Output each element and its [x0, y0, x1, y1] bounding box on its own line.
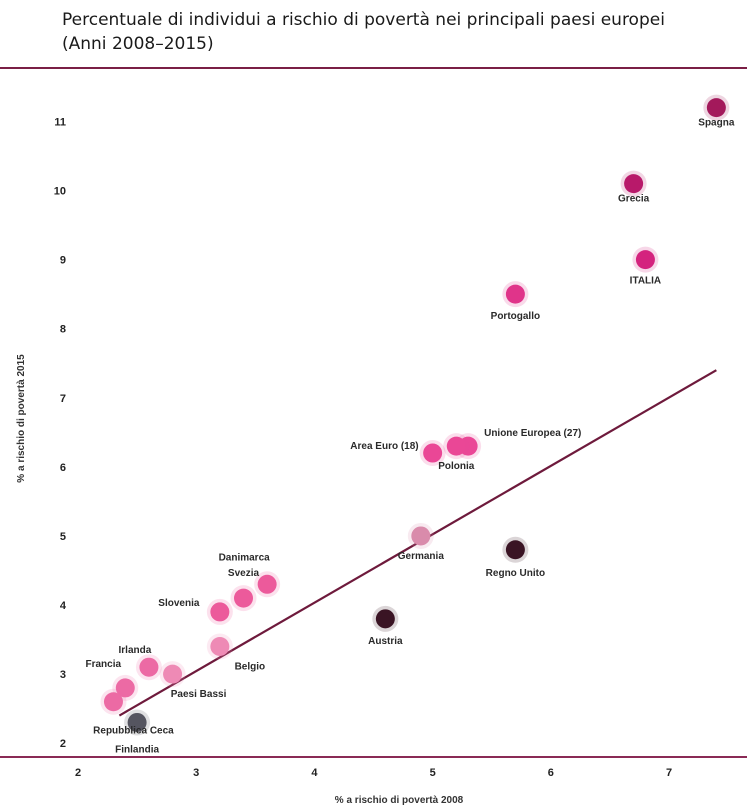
- data-point: [139, 657, 159, 677]
- chart-title-line1: Percentuale di individui a rischio di po…: [62, 10, 665, 30]
- y-tick-label: 8: [60, 324, 66, 336]
- data-point: [505, 284, 525, 304]
- point-labels-group: Spagna Grecia ITALIA Portogallo Area Euro (1…: [85, 118, 734, 756]
- point-label: Finlandia: [115, 744, 159, 755]
- y-tick-label: 10: [54, 186, 66, 198]
- data-point: [234, 588, 253, 608]
- point-label: ITALIA: [630, 276, 661, 287]
- chart-title-line2: (Anni 2008–2015): [62, 34, 214, 54]
- point-label: Grecia: [618, 194, 650, 205]
- data-point: [446, 436, 466, 456]
- data-point: [375, 609, 395, 629]
- y-tick-label: 4: [60, 600, 67, 612]
- y-tick-label: 9: [60, 255, 66, 267]
- x-tick-label: 4: [311, 767, 318, 779]
- point-label: Area Euro (18): [350, 441, 418, 452]
- point-label: Slovenia: [158, 598, 200, 609]
- point-label: Regno Unito: [486, 568, 545, 579]
- title-divider: [0, 67, 747, 69]
- point-label: Spagna: [698, 118, 735, 129]
- data-point: [706, 98, 726, 118]
- point-label: Danimarca: [219, 552, 271, 563]
- y-tick-label: 5: [60, 531, 66, 543]
- data-point: [210, 602, 230, 622]
- data-point: [257, 574, 277, 594]
- y-tick-label: 11: [54, 116, 66, 128]
- x-tick-label: 6: [548, 767, 554, 779]
- y-tick-label: 3: [60, 669, 66, 681]
- y-tick-label: 6: [60, 462, 66, 474]
- point-label: Austria: [368, 636, 403, 647]
- data-point: [210, 636, 230, 656]
- data-point: [127, 712, 147, 732]
- point-label: Irlanda: [119, 645, 152, 656]
- data-point: [505, 540, 525, 560]
- point-label: Repubblica Ceca: [93, 726, 174, 737]
- x-tick-label: 3: [193, 767, 199, 779]
- chart-title: Percentuale di individui a rischio di po…: [62, 8, 742, 56]
- points-group: [100, 94, 730, 736]
- x-tick-label: 5: [430, 767, 436, 779]
- point-label: Francia: [85, 659, 121, 670]
- point-label: Germania: [398, 551, 445, 562]
- axes: 2 3 4 5 6 7 2 3 4 5 6 7 8 9 10 11 % a rischio di povertà…: [0, 116, 747, 806]
- point-label: Polonia: [438, 461, 475, 472]
- point-label: Paesi Bassi: [171, 689, 227, 700]
- point-label: Belgio: [235, 661, 266, 672]
- x-tick-label: 2: [75, 767, 81, 779]
- data-point: [163, 664, 183, 684]
- y-tick-label: 2: [60, 738, 66, 750]
- point-label: Portogallo: [491, 311, 540, 322]
- data-point: [103, 692, 123, 712]
- data-point: [115, 678, 135, 698]
- y-axis-label: % a rischio di povertà 2015: [16, 354, 27, 483]
- x-tick-label: 7: [666, 767, 672, 779]
- x-axis-label: % a rischio di povertà 2008: [335, 795, 464, 806]
- point-label: Unione Europea (27): [484, 428, 581, 439]
- data-point: [624, 174, 644, 194]
- data-point: [411, 526, 431, 546]
- point-label: Svezia: [228, 568, 260, 579]
- data-point: [635, 250, 655, 270]
- y-tick-label: 7: [60, 393, 66, 405]
- data-point: [423, 443, 443, 463]
